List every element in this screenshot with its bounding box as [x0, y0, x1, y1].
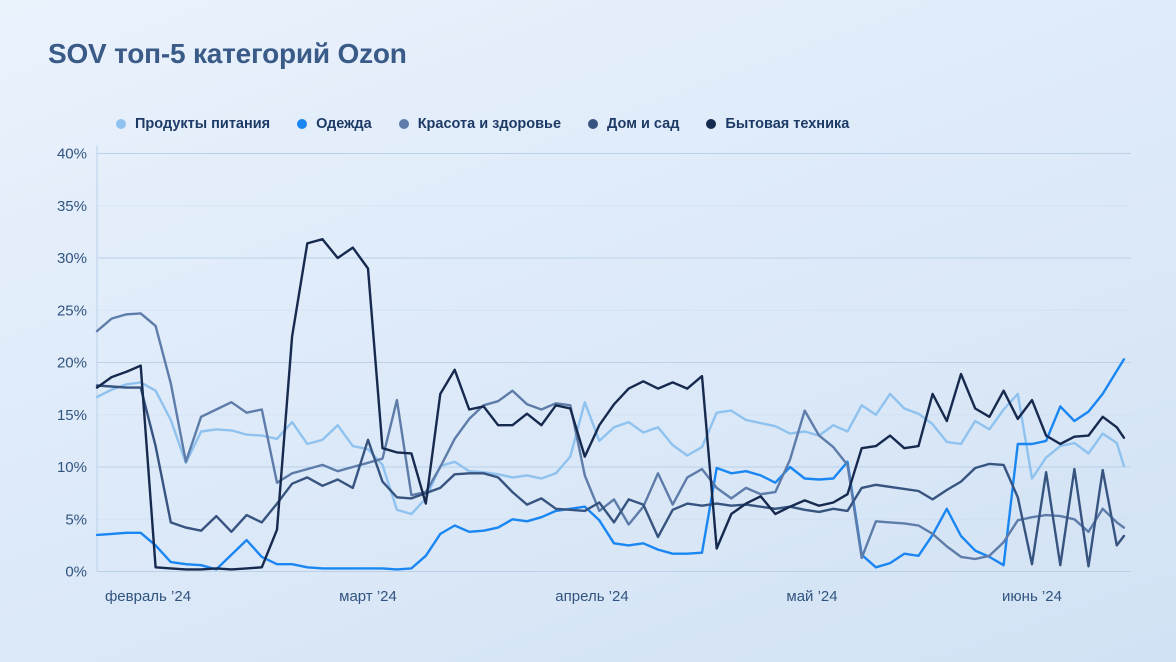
legend-item-appliances[interactable]: Бытовая техника	[706, 116, 849, 132]
y-tick-label-0: 0%	[65, 564, 87, 581]
y-tick-label-10: 10%	[57, 459, 87, 476]
chart-legend: Продукты питания Одежда Красота и здоровье…	[116, 116, 849, 132]
legend-label-appliances: Бытовая техника	[725, 116, 850, 132]
y-tick-label-35: 35%	[57, 198, 87, 215]
legend-label-home-garden: Дом и сад	[607, 116, 680, 132]
series-line-beauty-health	[95, 312, 1126, 561]
series-line-clothing	[95, 358, 1126, 571]
legend-dot-food	[116, 119, 126, 129]
x-tick-label-0: февраль ’24	[105, 588, 191, 605]
y-axis-labels: 0% 5% 10% 15% 20% 25% 30% 35% 40%	[57, 146, 87, 581]
y-tick-label-20: 20%	[57, 355, 87, 372]
series-line-home-garden	[95, 384, 1126, 568]
series-line-appliances	[95, 237, 1126, 571]
legend-label-beauty-health: Красота и здоровье	[417, 116, 562, 132]
legend-item-food[interactable]: Продукты питания	[116, 116, 270, 132]
y-tick-label-30: 30%	[57, 250, 87, 267]
legend-dot-home-garden	[588, 119, 599, 129]
legend-label-clothing: Одежда	[316, 116, 372, 132]
gridlines	[97, 153, 1131, 572]
y-tick-label-40: 40%	[57, 146, 87, 163]
series-line-food	[95, 381, 1126, 516]
chart-title: SOV топ-5 категорий Ozon	[48, 38, 407, 69]
y-tick-label-15: 15%	[57, 407, 87, 424]
legend-dot-beauty-health	[398, 119, 409, 129]
x-tick-label-4: июнь ’24	[1002, 588, 1062, 605]
series-lines	[95, 237, 1126, 571]
legend-dot-clothing	[297, 119, 308, 129]
x-tick-label-2: апрель ’24	[555, 588, 628, 605]
legend-item-beauty-health[interactable]: Красота и здоровье	[398, 116, 562, 132]
legend-item-clothing[interactable]: Одежда	[297, 116, 372, 132]
legend-dot-appliances	[706, 119, 717, 129]
legend-label-food: Продукты питания	[135, 116, 271, 132]
y-tick-label-25: 25%	[57, 302, 87, 319]
x-tick-label-1: март ’24	[339, 588, 397, 605]
x-tick-label-3: май ’24	[786, 588, 837, 605]
x-axis-labels: февраль ’24 март ’24 апрель ’24 май ’24 июнь…	[105, 588, 1062, 605]
legend-item-home-garden[interactable]: Дом и сад	[588, 116, 679, 132]
y-tick-label-5: 5%	[65, 511, 87, 528]
